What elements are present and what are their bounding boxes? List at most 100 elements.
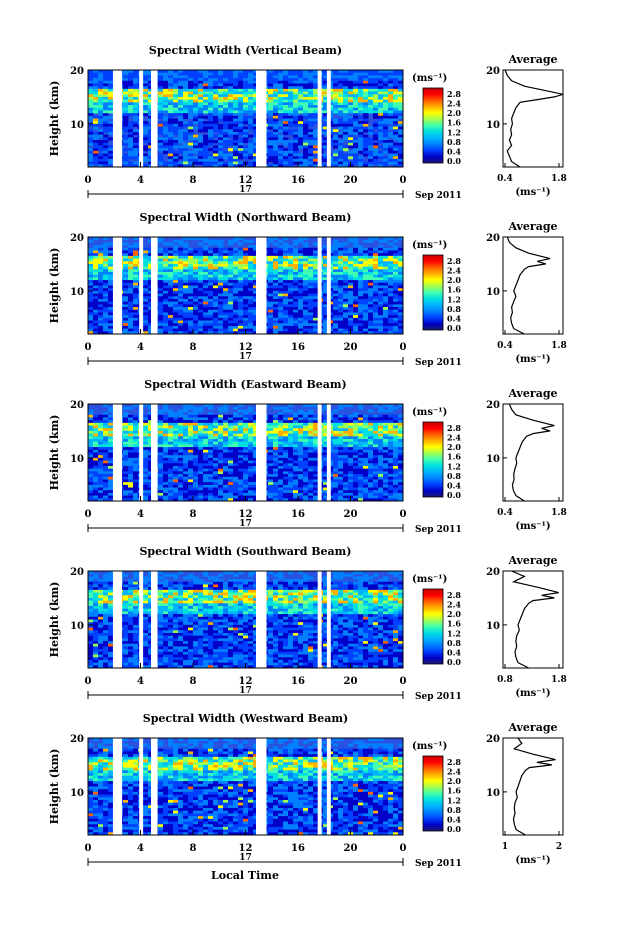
heatmap-cell: [198, 91, 204, 95]
heatmap-cell: [193, 253, 199, 257]
heatmap-cell: [183, 422, 189, 426]
heatmap-cell: [308, 91, 314, 95]
heatmap-cell: [233, 148, 239, 152]
heatmap-cell: [228, 72, 234, 76]
heatmap-cell: [133, 145, 139, 149]
heatmap-cell: [98, 140, 104, 144]
heatmap-cell: [288, 331, 294, 334]
heatmap-cell: [343, 422, 349, 426]
heatmap-cell: [378, 301, 384, 305]
heatmap-cell: [293, 107, 299, 111]
heatmap-cell: [123, 430, 129, 435]
heatmap-cell: [253, 304, 259, 308]
heatmap-cell: [173, 250, 179, 254]
heatmap-cell: [273, 164, 279, 167]
heatmap-cell: [283, 304, 289, 308]
heatmap-cell: [173, 99, 179, 103]
heatmap-cell: [348, 153, 354, 157]
heatmap-cell: [333, 296, 339, 300]
heatmap-cell: [378, 420, 384, 424]
heatmap-cell: [353, 99, 359, 103]
heatmap-cell: [368, 285, 374, 289]
heatmap-cell: [368, 247, 374, 251]
heatmap-cell: [133, 99, 139, 103]
heatmap-cell: [233, 323, 239, 327]
heatmap-cell: [388, 315, 394, 319]
heatmap-cell: [93, 293, 99, 297]
heatmap-cell: [188, 247, 194, 251]
heatmap-cell: [208, 156, 214, 160]
heatmap-cell: [393, 420, 399, 424]
heatmap-cell: [373, 250, 379, 254]
heatmap-cell: [168, 274, 174, 278]
heatmap-cell: [188, 156, 194, 160]
heatmap-cell: [378, 323, 384, 327]
heatmap-cell: [103, 422, 109, 426]
heatmap-cell: [168, 301, 174, 305]
heatmap-cell: [358, 317, 364, 321]
heatmap-cell: [358, 307, 364, 311]
heatmap-cell: [93, 126, 99, 130]
heatmap-cell: [188, 325, 194, 330]
heatmap-cell: [208, 83, 214, 87]
heatmap-cell: [248, 86, 254, 90]
heatmap-cell: [293, 320, 299, 324]
profile-frame: [502, 69, 564, 168]
heatmap-cell: [273, 80, 279, 84]
heatmap-cell: [278, 115, 284, 119]
heatmap-cell: [188, 161, 194, 165]
heatmap-cell: [353, 307, 359, 311]
heatmap-cell: [233, 315, 239, 319]
heatmap-cell: [163, 263, 169, 268]
heatmap-cell: [143, 253, 149, 257]
heatmap-cell: [358, 272, 364, 276]
heatmap-cell: [163, 307, 169, 311]
heatmap-cell: [298, 80, 304, 84]
heatmap-cell: [363, 105, 369, 109]
heatmap-cell: [208, 129, 214, 133]
heatmap-cell: [273, 277, 279, 281]
heatmap-cell: [193, 420, 199, 424]
heatmap-cell: [353, 123, 359, 127]
heatmap-cell: [108, 121, 114, 125]
heatmap-cell: [353, 110, 359, 114]
heatmap-cell: [148, 255, 154, 259]
heatmap-cell: [188, 258, 194, 262]
heatmap-cell: [388, 258, 394, 262]
heatmap-cell: [338, 99, 344, 103]
heatmap-cell: [238, 70, 244, 74]
heatmap-cell: [273, 430, 279, 435]
heatmap-cell: [268, 298, 274, 303]
heatmap-cell: [228, 422, 234, 426]
heatmap-cell: [188, 317, 194, 321]
heatmap-cell: [363, 164, 369, 167]
heatmap-cell: [228, 102, 234, 106]
heatmap-cell: [283, 153, 289, 157]
heatmap-cell: [333, 290, 339, 294]
heatmap-cell: [183, 70, 189, 74]
heatmap-cell: [158, 158, 164, 163]
heatmap-cell: [393, 164, 399, 167]
heatmap-cell: [313, 107, 319, 111]
heatmap-cell: [148, 158, 154, 163]
heatmap-cell: [268, 96, 274, 101]
heatmap-cell: [338, 94, 344, 98]
heatmap-cell: [368, 153, 374, 157]
heatmap-cell: [88, 161, 94, 165]
heatmap-cell: [343, 126, 349, 130]
heatmap-cell: [178, 266, 184, 270]
heatmap-cell: [88, 412, 94, 416]
heatmap-cell: [183, 263, 189, 268]
heatmap-cell: [333, 317, 339, 321]
heatmap-cell: [368, 304, 374, 308]
heatmap-cell: [243, 288, 249, 292]
heatmap-cell: [298, 422, 304, 426]
heatmap-cell: [343, 113, 349, 117]
heatmap-cell: [368, 328, 374, 332]
heatmap-cell: [343, 430, 349, 435]
heatmap-cell: [128, 288, 134, 292]
heatmap-cell: [188, 430, 194, 435]
heatmap-cell: [88, 253, 94, 257]
heatmap-cell: [243, 110, 249, 114]
heatmap-cell: [173, 436, 179, 440]
